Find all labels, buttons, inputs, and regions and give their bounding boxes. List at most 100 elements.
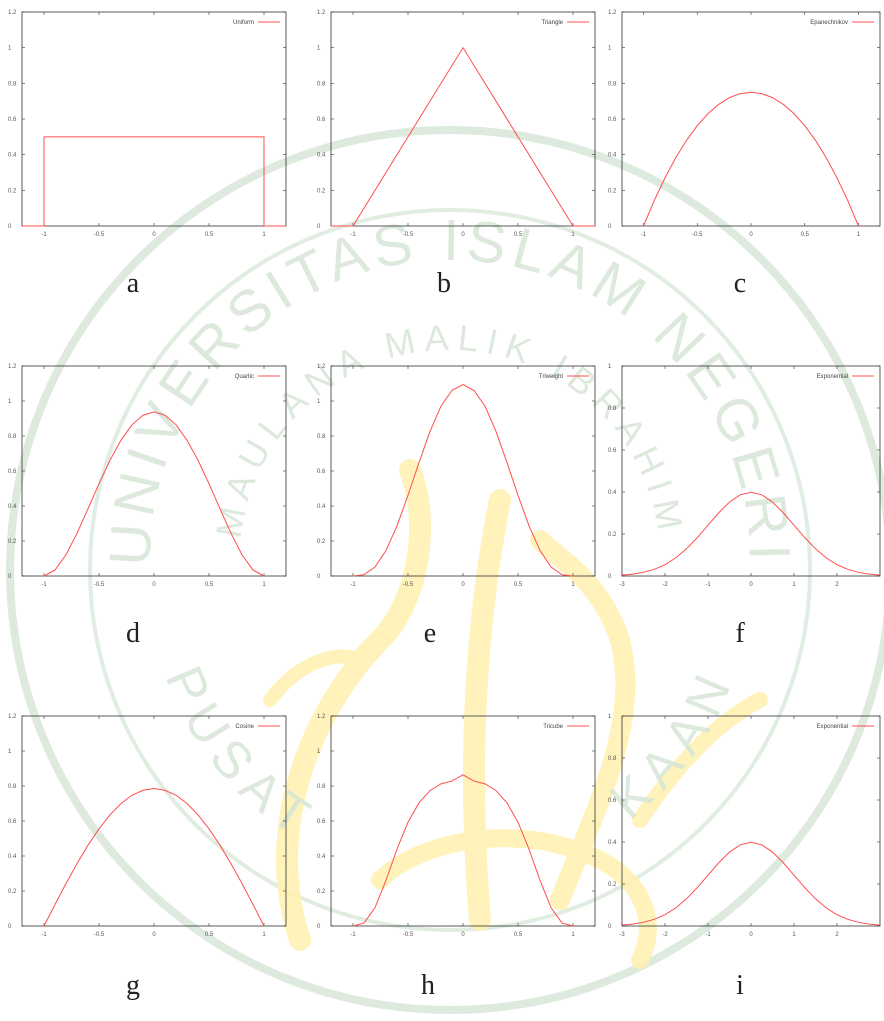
x-tick-label: 0 (461, 932, 465, 938)
y-tick-label: 0 (8, 924, 12, 930)
y-tick-label: 0.6 (608, 117, 617, 123)
series-line (352, 774, 574, 927)
x-tick-label: -1 (350, 582, 356, 588)
y-tick-label: 0.6 (317, 819, 326, 825)
legend-label: Quartic (235, 374, 254, 380)
y-tick-label: 1.2 (8, 10, 17, 16)
chart-panel-a: -1 -0.5 0 0.5 1 0 0.2 0.4 0.6 0.8 1 1.2 Uniform (0, 6, 290, 246)
y-tick-label: 1.2 (317, 10, 326, 16)
legend-label: Uniform (233, 20, 254, 26)
series-line (621, 491, 881, 576)
x-tick-label: 2 (835, 582, 839, 588)
y-tick-label: 0.4 (317, 854, 326, 860)
y-tick-label: 0 (8, 224, 12, 230)
plot-frame (21, 715, 287, 927)
x-tick-label: -1 (641, 232, 647, 238)
x-tick-label: 0.5 (205, 232, 214, 238)
panel-caption: d (126, 618, 140, 649)
x-tick-label: 1 (857, 232, 861, 238)
y-tick-label: 0.8 (608, 756, 617, 762)
x-tick-label: 1 (262, 932, 266, 938)
panel-caption: a (126, 268, 140, 299)
x-tick-label: 0 (461, 582, 465, 588)
panel-caption: g (126, 970, 140, 1001)
y-tick-label: 0.2 (8, 539, 17, 545)
y-tick-label: 0.8 (8, 784, 17, 790)
legend-label: Cosine (235, 724, 254, 730)
series-line (621, 841, 881, 926)
x-tick-label: -0.5 (403, 932, 414, 938)
chart-d: -1 -0.5 0 0.5 1 0 0.2 0.4 0.6 0.8 1 1.2 Quartic (8, 364, 287, 588)
y-tick-label: 0.6 (8, 469, 17, 475)
panel-caption: c (733, 268, 747, 299)
y-tick-label: 0.2 (8, 188, 17, 194)
x-tick-label: -1 (41, 582, 47, 588)
y-tick-label: 0.8 (317, 434, 326, 440)
plot-frame (621, 715, 881, 927)
x-tick-label: -0.5 (403, 582, 414, 588)
legend-label: Exponential (817, 724, 848, 730)
y-tick-label: 1 (608, 364, 612, 370)
y-tick-label: 0.4 (8, 153, 17, 159)
y-tick-label: 0 (317, 574, 321, 580)
x-tick-label: 1 (571, 932, 575, 938)
y-tick-label: 1.2 (8, 364, 17, 370)
x-tick-label: -2 (662, 932, 668, 938)
y-tick-label: 1 (317, 46, 321, 52)
y-tick-label: 0.4 (608, 153, 617, 159)
legend-label: Triweight (539, 374, 563, 380)
plot-frame (21, 11, 287, 227)
panel-caption: h (421, 970, 435, 1001)
x-tick-label: 0 (152, 582, 156, 588)
y-tick-label: 0.2 (608, 532, 617, 538)
x-tick-label: 2 (835, 932, 839, 938)
x-tick-label: -1 (41, 232, 47, 238)
series-line (643, 91, 859, 227)
y-tick-label: 0.4 (8, 854, 17, 860)
y-tick-label: 1.2 (317, 714, 326, 720)
chart-a: -1 -0.5 0 0.5 1 0 0.2 0.4 0.6 0.8 1 1.2 Uniform (8, 10, 287, 238)
y-tick-label: 0.8 (317, 784, 326, 790)
chart-f: -3 -2 -1 0 1 2 0 0.2 0.4 0.6 0.8 1 Exponential (608, 364, 881, 588)
x-tick-label: -0.5 (94, 932, 105, 938)
y-tick-label: 0.8 (8, 81, 17, 87)
x-tick-label: -0.5 (403, 232, 414, 238)
y-tick-label: 0.8 (317, 81, 326, 87)
x-tick-label: 1 (262, 582, 266, 588)
plot-frame (21, 365, 287, 577)
x-tick-label: 1 (571, 232, 575, 238)
x-tick-label: 0.5 (205, 582, 214, 588)
series-line (22, 136, 286, 227)
x-tick-label: 0 (152, 232, 156, 238)
x-tick-label: -1 (41, 932, 47, 938)
chart-panel-b: -1 -0.5 0 0.5 1 0 0.2 0.4 0.6 0.8 1 1.2 Triangle (309, 6, 599, 246)
y-tick-label: 1 (8, 399, 12, 405)
chart-panel-i: -3 -2 -1 0 1 2 0 0.2 0.4 0.6 0.8 1 Exponential (600, 710, 884, 946)
x-tick-label: -0.5 (94, 232, 105, 238)
series-line (331, 46, 595, 227)
chart-h: -1 -0.5 0 0.5 1 0 0.2 0.4 0.6 0.8 1 1.2 Tricube (317, 714, 596, 938)
legend-label: Epanechnikov (810, 20, 848, 26)
y-tick-label: 0.6 (8, 819, 17, 825)
chart-panel-d: -1 -0.5 0 0.5 1 0 0.2 0.4 0.6 0.8 1 1.2 Quartic (0, 360, 290, 596)
x-tick-label: 0 (461, 232, 465, 238)
legend-label: Triangle (542, 20, 564, 26)
y-tick-label: 0.6 (317, 469, 326, 475)
y-tick-label: 0.2 (608, 882, 617, 888)
series-line (43, 411, 265, 577)
y-tick-label: 0.6 (608, 798, 617, 804)
y-tick-label: 1 (608, 714, 612, 720)
legend-label: Tricube (543, 724, 563, 730)
y-tick-label: 0.8 (8, 434, 17, 440)
y-tick-label: 0.4 (317, 153, 326, 159)
x-tick-label: 0.5 (514, 232, 523, 238)
x-tick-label: -3 (619, 932, 625, 938)
x-tick-label: 1 (792, 582, 796, 588)
plot-frame (621, 365, 881, 577)
y-tick-label: 0.2 (8, 889, 17, 895)
y-tick-label: 0.6 (8, 117, 17, 123)
y-tick-label: 0.4 (317, 504, 326, 510)
x-tick-label: 0 (749, 582, 753, 588)
x-tick-label: -1 (705, 932, 711, 938)
